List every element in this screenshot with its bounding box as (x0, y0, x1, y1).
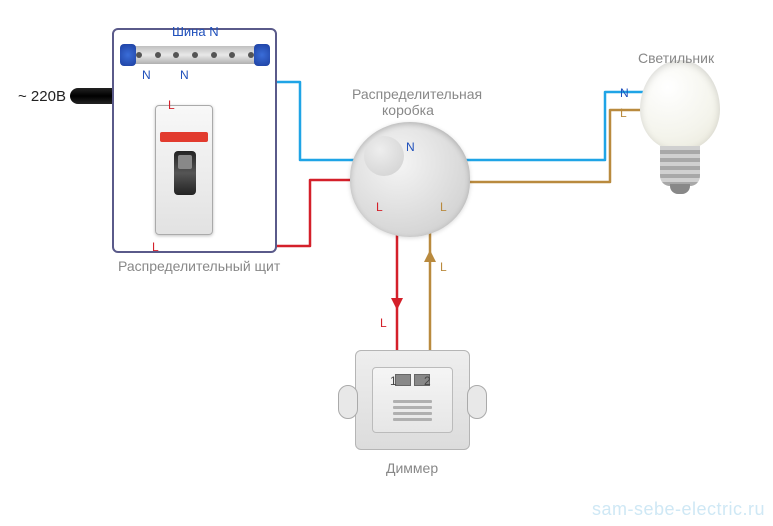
label-n-jbox: N (406, 140, 415, 154)
label-lamp-title: Светильник (638, 50, 714, 66)
label-l-dimmer-out: L (440, 260, 447, 274)
bulb-cap (660, 146, 700, 186)
label-jbox-2: коробка (382, 102, 434, 118)
label-l-breaker-top: L (168, 98, 175, 112)
label-n-bus-right: N (180, 68, 189, 82)
label-l-dimmer-in: L (380, 316, 387, 330)
circuit-breaker (155, 105, 213, 235)
label-panel-caption: Распределительный щит (118, 258, 280, 274)
arrow-jbox-L-to-dimmer-in (391, 298, 403, 310)
label-n-lamp: N (620, 86, 629, 100)
label-l-breaker-bot: L (152, 240, 159, 254)
label-term1: 1 (390, 374, 397, 388)
label-jbox-1: Распределительная (352, 86, 482, 102)
label-n-bus-left: N (142, 68, 151, 82)
arrow-dimmer-out-to-jbox (424, 250, 436, 262)
label-l-jbox-left: L (376, 200, 383, 214)
lamp (620, 60, 730, 205)
bulb-icon (640, 60, 720, 150)
diagram-canvas: ~ 220В Шина N Распределительный щит Расп… (0, 0, 773, 526)
label-term2: 2 (424, 374, 431, 388)
neutral-busbar (130, 46, 260, 64)
label-l-lamp: L (620, 106, 627, 120)
label-dimmer-caption: Диммер (386, 460, 438, 476)
dimmer-switch (355, 350, 470, 450)
label-supply: ~ 220В (18, 88, 66, 105)
watermark: sam-sebe-electric.ru (592, 499, 765, 520)
label-bus-title: Шина N (172, 24, 219, 39)
breaker-toggle (174, 151, 196, 195)
label-l-jbox-right: L (440, 200, 447, 214)
